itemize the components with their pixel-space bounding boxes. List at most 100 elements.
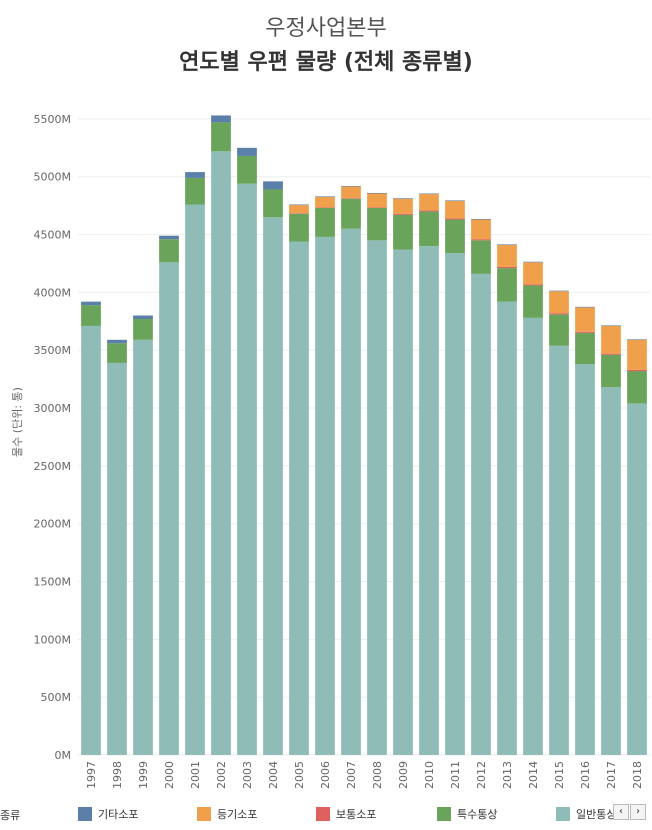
- bar-segment-2012-일반통상[interactable]: [471, 273, 491, 755]
- legend-item-특수통상[interactable]: 특수통상: [437, 804, 497, 824]
- bar-segment-2007-보통소포[interactable]: [341, 198, 361, 199]
- bar-segment-2017-특수통상[interactable]: [601, 354, 621, 388]
- bar-segment-2015-일반통상[interactable]: [549, 345, 569, 755]
- bar-segment-2013-보통소포[interactable]: [497, 266, 517, 269]
- bar-segment-2014-보통소포[interactable]: [523, 284, 543, 286]
- bar-segment-2007-일반통상[interactable]: [341, 228, 361, 756]
- bar-segment-2011-일반통상[interactable]: [445, 253, 465, 755]
- legend-item-보통소포[interactable]: 보통소포: [316, 804, 376, 824]
- bar-segment-2003-특수통상[interactable]: [237, 155, 257, 184]
- bar-segment-2000-특수통상[interactable]: [159, 239, 179, 263]
- bar-segment-2016-등기소포[interactable]: [575, 307, 595, 332]
- bar-segment-2002-특수통상[interactable]: [211, 122, 231, 152]
- bar-segment-2005-특수통상[interactable]: [289, 213, 309, 242]
- bar-segment-2006-기타소포[interactable]: [315, 196, 335, 197]
- bar-segment-2011-특수통상[interactable]: [445, 219, 465, 254]
- bar-segment-2012-등기소포[interactable]: [471, 219, 491, 240]
- bar-segment-2007-특수통상[interactable]: [341, 198, 361, 229]
- bar-segment-2008-등기소포[interactable]: [367, 193, 387, 208]
- bar-segment-2015-보통소포[interactable]: [549, 313, 569, 315]
- bar-segment-2008-특수통상[interactable]: [367, 207, 387, 241]
- legend-item-일반통상[interactable]: 일반통상: [556, 804, 616, 824]
- legend-item-등기소포[interactable]: 등기소포: [197, 804, 257, 824]
- bar-segment-2002-일반통상[interactable]: [211, 151, 231, 755]
- bar-segment-2015-등기소포[interactable]: [549, 291, 569, 314]
- bar-segment-2006-일반통상[interactable]: [315, 236, 335, 755]
- bar-segment-2005-일반통상[interactable]: [289, 241, 309, 756]
- bar-segment-2007-기타소포[interactable]: [341, 185, 361, 187]
- bar-segment-2016-일반통상[interactable]: [575, 364, 595, 755]
- bar-segment-2010-등기소포[interactable]: [419, 194, 439, 211]
- bar-segment-2018-보통소포[interactable]: [627, 369, 647, 372]
- bar-segment-2001-일반통상[interactable]: [185, 204, 205, 755]
- bar-segment-2011-등기소포[interactable]: [445, 201, 465, 219]
- bar-segment-2003-기타소포[interactable]: [237, 147, 257, 156]
- bar-segment-2006-등기소포[interactable]: [315, 196, 335, 208]
- bar-segment-2014-기타소포[interactable]: [523, 261, 543, 263]
- bar-segment-2013-일반통상[interactable]: [497, 301, 517, 755]
- bar-segment-2006-보통소포[interactable]: [315, 207, 335, 208]
- bar-segment-2011-기타소포[interactable]: [445, 200, 465, 202]
- bar-segment-1997-일반통상[interactable]: [81, 325, 101, 755]
- bar-segment-2010-보통소포[interactable]: [419, 210, 439, 212]
- bar-segment-2017-기타소포[interactable]: [601, 325, 621, 326]
- bar-segment-1997-기타소포[interactable]: [81, 301, 101, 306]
- bar-segment-2005-등기소포[interactable]: [289, 205, 309, 214]
- bar-segment-2001-특수통상[interactable]: [185, 177, 205, 205]
- bar-segment-2018-일반통상[interactable]: [627, 403, 647, 755]
- bar-segment-2009-일반통상[interactable]: [393, 249, 413, 755]
- bar-segment-2003-일반통상[interactable]: [237, 183, 257, 756]
- bar-segment-1999-일반통상[interactable]: [133, 339, 153, 755]
- bar-segment-2017-일반통상[interactable]: [601, 387, 621, 755]
- bar-segment-2018-기타소포[interactable]: [627, 339, 647, 340]
- bar-segment-1997-특수통상[interactable]: [81, 305, 101, 326]
- bar-segment-2018-특수통상[interactable]: [627, 371, 647, 404]
- bar-segment-2000-일반통상[interactable]: [159, 262, 179, 755]
- bar-segment-1999-기타소포[interactable]: [133, 315, 153, 319]
- bar-segment-2017-보통소포[interactable]: [601, 353, 621, 355]
- bar-segment-1998-일반통상[interactable]: [107, 362, 127, 755]
- bar-segment-2005-보통소포[interactable]: [289, 213, 309, 214]
- bar-segment-2010-기타소포[interactable]: [419, 193, 439, 195]
- bar-segment-2014-등기소포[interactable]: [523, 262, 543, 285]
- bar-segment-2004-일반통상[interactable]: [263, 217, 283, 755]
- bar-segment-2009-특수통상[interactable]: [393, 214, 413, 250]
- bar-segment-2000-기타소포[interactable]: [159, 235, 179, 240]
- bar-segment-2012-기타소포[interactable]: [471, 218, 491, 220]
- bar-segment-2016-기타소포[interactable]: [575, 306, 595, 308]
- bar-segment-1998-특수통상[interactable]: [107, 343, 127, 363]
- bar-segment-2005-기타소포[interactable]: [289, 204, 309, 206]
- bar-segment-2013-특수통상[interactable]: [497, 268, 517, 302]
- bar-segment-1999-특수통상[interactable]: [133, 318, 153, 340]
- bar-segment-2016-특수통상[interactable]: [575, 332, 595, 365]
- bar-segment-2009-보통소포[interactable]: [393, 213, 413, 215]
- bar-segment-2001-기타소포[interactable]: [185, 172, 205, 178]
- bar-segment-2002-기타소포[interactable]: [211, 115, 231, 123]
- bar-segment-2013-등기소포[interactable]: [497, 244, 517, 267]
- bar-segment-2012-특수통상[interactable]: [471, 240, 491, 274]
- bar-segment-2009-기타소포[interactable]: [393, 198, 413, 199]
- bar-segment-2008-보통소포[interactable]: [367, 207, 387, 208]
- bar-segment-2004-특수통상[interactable]: [263, 189, 283, 218]
- legend-scroll-next-button[interactable]: ›: [630, 804, 646, 820]
- bar-segment-2014-특수통상[interactable]: [523, 285, 543, 318]
- bar-segment-2013-기타소포[interactable]: [497, 244, 517, 245]
- bar-segment-2011-보통소포[interactable]: [445, 218, 465, 220]
- bar-segment-2004-기타소포[interactable]: [263, 181, 283, 190]
- bar-segment-2010-일반통상[interactable]: [419, 246, 439, 755]
- legend-item-기타소포[interactable]: 기타소포: [78, 804, 138, 824]
- bar-segment-2018-등기소포[interactable]: [627, 339, 647, 370]
- bar-segment-2014-일반통상[interactable]: [523, 317, 543, 755]
- bar-segment-2008-일반통상[interactable]: [367, 240, 387, 755]
- bar-segment-2009-등기소포[interactable]: [393, 198, 413, 214]
- legend-scroll-prev-button[interactable]: ‹: [613, 804, 629, 820]
- bar-segment-2017-등기소포[interactable]: [601, 325, 621, 354]
- bar-segment-2006-특수통상[interactable]: [315, 207, 335, 237]
- bar-segment-2016-보통소포[interactable]: [575, 331, 595, 333]
- bar-segment-1998-기타소포[interactable]: [107, 339, 127, 344]
- bar-segment-2007-등기소포[interactable]: [341, 186, 361, 199]
- bar-segment-2008-기타소포[interactable]: [367, 192, 387, 194]
- bar-segment-2015-기타소포[interactable]: [549, 290, 569, 292]
- bar-segment-2010-특수통상[interactable]: [419, 211, 439, 247]
- bar-segment-2012-보통소포[interactable]: [471, 239, 491, 241]
